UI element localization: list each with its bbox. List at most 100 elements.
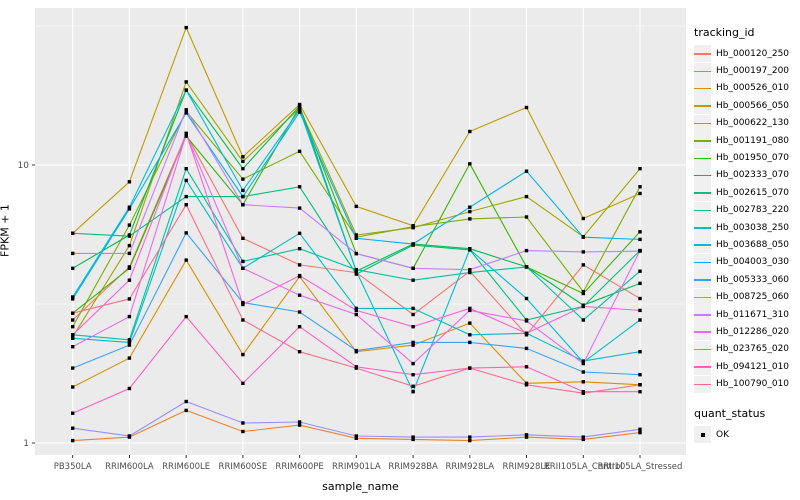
legend-item-Hb_000120_250: Hb_000120_250: [694, 45, 800, 63]
data-point: [411, 361, 415, 366]
legend-item-Hb_005333_060: Hb_005333_060: [694, 271, 800, 289]
data-point: [71, 311, 75, 315]
data-point: [241, 159, 245, 164]
data-point: [581, 263, 585, 267]
legend-key-swatch: [694, 149, 711, 167]
legend-item-Hb_001950_070: Hb_001950_070: [694, 149, 800, 167]
data-point: [468, 306, 472, 311]
data-point: [581, 391, 585, 395]
data-point: [127, 180, 132, 184]
legend-item-label: Hb_008725_060: [716, 292, 790, 303]
data-point: [581, 318, 585, 322]
data-point: [297, 247, 302, 251]
data-point: [354, 308, 358, 313]
data-point: [354, 436, 358, 440]
data-point: [468, 217, 472, 221]
legend-key-swatch: [694, 114, 711, 132]
data-point: [468, 321, 472, 325]
data-point: [468, 205, 472, 209]
x-tick-label: RRIM928LE: [503, 462, 551, 472]
data-point: [524, 169, 529, 173]
data-point: [638, 318, 642, 322]
data-point: [411, 312, 415, 317]
legend-key-swatch: [694, 358, 711, 376]
data-point: [638, 167, 642, 171]
data-point: [297, 108, 302, 112]
legend-key-swatch: [694, 306, 711, 324]
legend-key-swatch: [694, 132, 711, 150]
data-point: [524, 433, 529, 437]
data-point: [638, 350, 642, 354]
data-point: [468, 438, 472, 443]
x-tick-label: RRIM928LA: [445, 462, 494, 472]
data-point: [241, 188, 245, 193]
data-point: [581, 380, 585, 384]
data-point: [184, 178, 188, 183]
legend-key-swatch: [694, 236, 711, 254]
data-point: [524, 105, 529, 110]
legend-key-swatch: [694, 97, 711, 115]
data-point: [638, 185, 642, 189]
data-point: [581, 304, 585, 309]
data-point: [524, 346, 529, 351]
legend-item-Hb_012286_020: Hb_012286_020: [694, 323, 800, 341]
data-point: [297, 350, 302, 354]
data-point: [524, 383, 529, 387]
data-point: [581, 235, 585, 239]
data-point: [297, 110, 302, 114]
data-point: [241, 300, 245, 305]
data-point: [297, 104, 302, 108]
legend-item-Hb_094121_010: Hb_094121_010: [694, 358, 800, 376]
plot-panel: [35, 8, 686, 455]
quant-legend-title: quant_status: [694, 406, 766, 420]
data-point: [524, 365, 529, 369]
data-point: [411, 343, 415, 347]
data-point: [354, 251, 358, 256]
data-point: [638, 427, 642, 431]
data-point: [241, 429, 245, 434]
legend-item-Hb_003688_050: Hb_003688_050: [694, 236, 800, 254]
legend-key-swatch: [694, 340, 711, 358]
legend-item-Hb_023765_020: Hb_023765_020: [694, 340, 800, 358]
data-point: [468, 268, 472, 272]
data-point: [241, 266, 245, 270]
data-point: [71, 318, 75, 322]
legend-color-line: [694, 383, 711, 386]
data-point: [184, 25, 188, 30]
data-point: [468, 209, 472, 214]
data-point: [71, 251, 75, 256]
data-point: [638, 281, 642, 286]
legend-color-line: [694, 87, 711, 90]
data-point: [127, 266, 132, 270]
data-point: [184, 111, 188, 115]
legend-item-label: Hb_000566_050: [716, 100, 790, 111]
legend-item-Hb_000526_010: Hb_000526_010: [694, 79, 800, 97]
data-point: [581, 435, 585, 439]
data-point: [524, 331, 529, 335]
legend-item-label: Hb_000622_130: [716, 118, 790, 129]
data-point: [354, 434, 358, 438]
legend-item-label: Hb_005333_060: [716, 274, 790, 285]
data-point: [127, 314, 132, 319]
data-point: [581, 291, 585, 296]
data-point: [468, 308, 472, 313]
data-point: [581, 216, 585, 221]
data-point: [411, 384, 415, 388]
legend-item-Hb_011671_310: Hb_011671_310: [694, 306, 800, 324]
x-tick-label: RRIM928BA: [388, 462, 438, 472]
legend-item-Hb_001191_080: Hb_001191_080: [694, 132, 800, 150]
legend-color-line: [694, 261, 711, 264]
y-tick-label: 10: [18, 161, 30, 171]
legend-item-Hb_003038_250: Hb_003038_250: [694, 219, 800, 237]
data-point: [71, 231, 75, 235]
data-point: [241, 177, 245, 181]
data-point: [354, 269, 358, 273]
legend-key-swatch: [694, 184, 711, 202]
data-point: [241, 352, 245, 357]
x-tick-label: RRIM600LA: [105, 462, 154, 472]
legend-key-swatch: [694, 271, 711, 289]
legend-key-swatch: [694, 45, 711, 63]
data-point: [71, 336, 75, 340]
data-point: [127, 338, 132, 342]
data-point: [127, 243, 132, 248]
